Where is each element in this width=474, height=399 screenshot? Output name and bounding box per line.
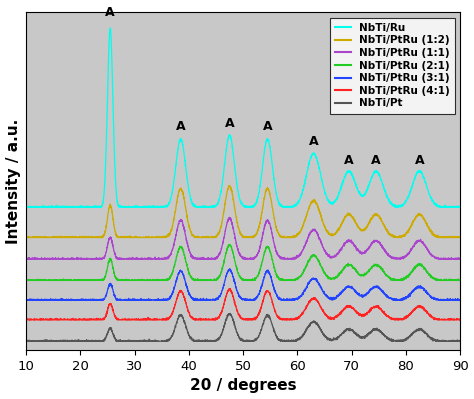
NbTi/Ru <box>99 203 104 208</box>
NbTi/PtRu (2:1) <box>73 278 79 282</box>
NbTi/PtRu (1:1) <box>457 256 463 261</box>
NbTi/PtRu (3:1) <box>73 297 79 302</box>
NbTi/Ru <box>23 205 29 209</box>
NbTi/PtRu (2:1) <box>457 278 463 283</box>
NbTi/PtRu (3:1) <box>209 298 214 302</box>
Line: NbTi/PtRu (4:1): NbTi/PtRu (4:1) <box>26 288 460 320</box>
NbTi/Pt <box>228 311 233 316</box>
NbTi/Ru <box>23 204 29 209</box>
Text: A: A <box>309 135 319 148</box>
NbTi/PtRu (1:2) <box>190 233 195 237</box>
NbTi/PtRu (3:1) <box>402 296 408 300</box>
NbTi/Ru <box>73 205 79 209</box>
NbTi/Pt <box>99 338 104 343</box>
NbTi/PtRu (1:1) <box>99 257 104 261</box>
Line: NbTi/PtRu (1:2): NbTi/PtRu (1:2) <box>26 186 460 237</box>
NbTi/PtRu (4:1) <box>402 315 408 320</box>
NbTi/PtRu (1:1) <box>209 257 214 261</box>
NbTi/Ru <box>449 204 455 209</box>
NbTi/PtRu (1:1) <box>190 254 195 259</box>
NbTi/PtRu (1:2) <box>449 235 455 239</box>
Line: NbTi/PtRu (1:1): NbTi/PtRu (1:1) <box>26 217 460 259</box>
NbTi/PtRu (4:1) <box>73 317 78 322</box>
Line: NbTi/PtRu (3:1): NbTi/PtRu (3:1) <box>26 269 460 300</box>
NbTi/PtRu (2:1) <box>99 277 104 282</box>
NbTi/PtRu (1:2) <box>402 232 408 237</box>
NbTi/PtRu (4:1) <box>23 317 29 322</box>
NbTi/Pt <box>73 338 79 343</box>
NbTi/PtRu (4:1) <box>449 317 455 322</box>
NbTi/PtRu (2:1) <box>24 278 29 283</box>
NbTi/Ru <box>209 204 214 209</box>
NbTi/PtRu (3:1) <box>99 298 104 302</box>
NbTi/Pt <box>402 337 408 342</box>
Text: A: A <box>415 154 424 167</box>
NbTi/PtRu (3:1) <box>449 298 455 302</box>
Text: A: A <box>371 154 381 167</box>
NbTi/PtRu (1:1) <box>402 254 408 259</box>
NbTi/PtRu (1:1) <box>23 257 29 261</box>
NbTi/Pt <box>457 339 463 344</box>
NbTi/PtRu (2:1) <box>209 278 214 283</box>
Text: A: A <box>263 120 272 133</box>
NbTi/PtRu (1:2) <box>23 235 29 240</box>
NbTi/PtRu (2:1) <box>449 278 455 282</box>
NbTi/PtRu (1:2) <box>209 234 214 239</box>
NbTi/PtRu (2:1) <box>227 242 232 247</box>
NbTi/PtRu (4:1) <box>99 317 104 322</box>
NbTi/PtRu (2:1) <box>402 276 408 280</box>
Legend: NbTi/Ru, NbTi/PtRu (1:2), NbTi/PtRu (1:1), NbTi/PtRu (2:1), NbTi/PtRu (3:1), NbT: NbTi/Ru, NbTi/PtRu (1:2), NbTi/PtRu (1:1… <box>330 18 455 114</box>
NbTi/Ru <box>402 200 408 204</box>
NbTi/PtRu (2:1) <box>23 278 29 282</box>
NbTi/PtRu (4:1) <box>209 317 214 322</box>
NbTi/PtRu (1:1) <box>73 257 78 261</box>
NbTi/Pt <box>23 339 29 344</box>
X-axis label: 20 / degrees: 20 / degrees <box>190 378 296 393</box>
Y-axis label: Intensity / a.u.: Intensity / a.u. <box>6 119 20 244</box>
NbTi/Pt <box>190 338 195 343</box>
Text: A: A <box>105 6 115 19</box>
NbTi/PtRu (4:1) <box>457 317 463 322</box>
NbTi/Pt <box>23 339 29 344</box>
NbTi/PtRu (4:1) <box>190 316 195 321</box>
Line: NbTi/Ru: NbTi/Ru <box>26 28 460 207</box>
NbTi/Ru <box>108 26 113 30</box>
NbTi/PtRu (1:1) <box>449 256 455 261</box>
Text: A: A <box>176 120 185 133</box>
Line: NbTi/Pt: NbTi/Pt <box>26 314 460 341</box>
NbTi/PtRu (3:1) <box>23 298 29 302</box>
Line: NbTi/PtRu (2:1): NbTi/PtRu (2:1) <box>26 245 460 280</box>
NbTi/PtRu (3:1) <box>23 297 29 302</box>
NbTi/PtRu (1:1) <box>227 215 232 220</box>
NbTi/PtRu (1:2) <box>227 183 232 188</box>
NbTi/PtRu (1:2) <box>99 235 104 239</box>
Text: A: A <box>225 117 234 130</box>
NbTi/PtRu (1:2) <box>457 235 463 240</box>
NbTi/PtRu (3:1) <box>227 266 233 271</box>
NbTi/Pt <box>449 339 455 344</box>
NbTi/PtRu (1:2) <box>73 235 78 240</box>
NbTi/PtRu (4:1) <box>226 286 232 291</box>
NbTi/PtRu (3:1) <box>457 298 463 302</box>
NbTi/Ru <box>190 202 196 207</box>
NbTi/Pt <box>209 338 214 343</box>
NbTi/PtRu (3:1) <box>190 296 195 301</box>
Text: A: A <box>344 154 354 167</box>
NbTi/PtRu (2:1) <box>190 277 195 282</box>
NbTi/Ru <box>457 205 463 209</box>
